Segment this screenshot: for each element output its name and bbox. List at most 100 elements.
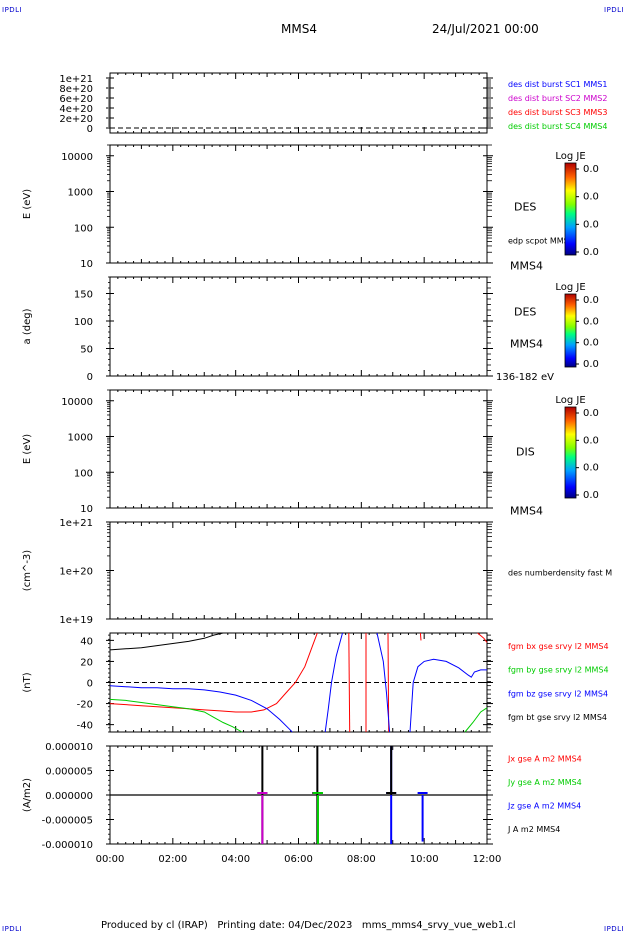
panel3-ytick-label: 50 — [80, 345, 93, 356]
panel3-ylabel: a (deg) — [22, 308, 33, 344]
panel6-series-line — [109, 685, 293, 733]
panel5-ytick-label: 1e+19 — [59, 615, 93, 626]
panel4-side-label: MMS4 — [510, 504, 543, 517]
panel7-xtick-label: 06:00 — [284, 854, 313, 865]
panel3-colorbar-tick-label: 0.0 — [583, 295, 599, 306]
panel2-ytick-label: 1000 — [68, 188, 93, 199]
panel6-series-line — [419, 632, 422, 641]
panel5-ytick-label: 1e+20 — [59, 567, 93, 578]
panel7-ytick-label: 0.000005 — [45, 767, 93, 778]
panel5-ylabel: (cm^-3) — [22, 550, 33, 591]
panel7-legend-entry: Jx gse A m2 MMS4 — [507, 755, 582, 764]
panel5-frame — [109, 521, 488, 620]
panel1-legend-entry: des dist burst SC3 MMS3 — [508, 108, 607, 117]
panel1-ytick-label: 0 — [87, 124, 93, 135]
corner-label-tl: IPDLI — [2, 6, 23, 14]
plot-date: 24/Jul/2021 00:00 — [432, 22, 539, 36]
panel7-ytick-label: 0.000010 — [45, 742, 93, 753]
panel3-side-label: 136-182 eV — [496, 372, 554, 383]
panel4-colorbar-title: Log JE — [555, 395, 585, 406]
panel4-ylabel: E (eV) — [22, 434, 33, 464]
panel6-series-line — [109, 632, 224, 651]
panel3-colorbar — [564, 293, 577, 368]
panel6-ytick-label: 40 — [80, 636, 93, 647]
panel3-side-label: DES — [514, 306, 536, 319]
panel3-side-label: MMS4 — [510, 337, 543, 350]
panel6-legend-entry: fgm by gse srvy l2 MMS4 — [508, 666, 609, 675]
panel3-ytick-label: 100 — [74, 317, 93, 328]
panel7-ytick-label: 0.000000 — [45, 791, 93, 802]
panel5-legend-entry: des numberdensity fast M — [508, 568, 612, 577]
panel3-colorbar-tick-label: 0.0 — [583, 359, 599, 370]
panel7-legend-entry: Jy gse A m2 MMS4 — [507, 778, 582, 787]
panel6-series-line — [348, 632, 351, 733]
panel7-ylabel: (A/m2) — [22, 778, 33, 812]
panel7-xtick-label: 04:00 — [221, 854, 250, 865]
footer-credits: Produced by cl (IRAP) Printing date: 04/… — [101, 920, 516, 931]
panel7-legend-entry: Jz gse A m2 MMS4 — [507, 802, 581, 811]
panel3-ytick-label: 0 — [87, 372, 93, 383]
panel6-ytick-label: 20 — [80, 657, 93, 668]
panel6-series-line — [109, 698, 243, 733]
panel5-ytick-label: 1e+21 — [59, 518, 93, 529]
panel7-xtick-label: 10:00 — [410, 854, 439, 865]
panel6-ytick-label: -20 — [77, 700, 93, 711]
panel4-colorbar-tick-label: 0.0 — [583, 408, 599, 419]
panel2-colorbar-tick-label: 0.0 — [583, 164, 599, 175]
corner-label-br: IPDLI — [604, 925, 625, 933]
panel6-ytick-label: -40 — [77, 721, 93, 732]
panel3-ytick-label: 150 — [74, 290, 93, 301]
panel6-series-line — [376, 632, 391, 733]
panel4-colorbar — [564, 406, 577, 499]
panel6-legend-entry: fgm bz gse srvy l2 MMS4 — [508, 689, 608, 698]
panel4-ytick-label: 1000 — [68, 433, 93, 444]
panel2-colorbar — [564, 162, 577, 256]
panel3-frame — [109, 276, 488, 377]
panel6-ylabel: (nT) — [22, 672, 33, 692]
panel6-legend-entry: fgm bt gse srvy l2 MMS4 — [508, 713, 607, 722]
panel7-legend-entry: J A m2 MMS4 — [507, 825, 560, 834]
panel6-series-line — [109, 632, 318, 713]
panel1-legend-entry: des dist burst SC2 MMS2 — [508, 94, 607, 103]
panel2-colorbar-title: Log JE — [555, 151, 585, 162]
panel1-ytick-label: 2e+20 — [59, 114, 93, 125]
panel4-colorbar-tick-label: 0.0 — [583, 490, 599, 501]
panel6-ytick-label: 0 — [87, 679, 93, 690]
corner-label-tr: IPDLI — [604, 6, 625, 14]
panel6-series-line — [477, 632, 488, 643]
panel2-ylabel: E (eV) — [22, 189, 33, 219]
panel2-side-label: MMS4 — [510, 259, 543, 272]
panel1-ytick-label: 4e+20 — [59, 104, 93, 115]
panel1-ytick-label: 1e+21 — [59, 74, 93, 85]
panel7-xtick-label: 02:00 — [158, 854, 187, 865]
panel6-series-line — [324, 632, 343, 733]
panel2-colorbar-tick-label: 0.0 — [583, 219, 599, 230]
panel7-ytick-label: -0.000005 — [42, 816, 93, 827]
panel6-series-line — [409, 658, 487, 733]
spacecraft-title: MMS4 — [281, 22, 317, 36]
panel3-colorbar-title: Log JE — [555, 282, 585, 293]
panel2-ytick-label: 100 — [74, 223, 93, 234]
panel7-ytick-label: -0.000010 — [42, 840, 93, 851]
panel1-legend-entry: des dist burst SC1 MMS1 — [508, 80, 607, 89]
panel2-ytick-label: 10000 — [61, 152, 93, 163]
panel2-side-label: DES — [514, 200, 536, 213]
corner-label-bl: IPDLI — [2, 925, 23, 933]
panel4-side-label: DIS — [516, 445, 535, 458]
panel1-legend-entry: des dist burst SC4 MMS4 — [508, 122, 607, 131]
panel4-ytick-label: 10000 — [61, 397, 93, 408]
panel2-side-label: edp scpot MMS4 — [508, 236, 574, 245]
panel4-colorbar-tick-label: 0.0 — [583, 435, 599, 446]
panel3-colorbar-tick-label: 0.0 — [583, 338, 599, 349]
panel1-ytick-label: 8e+20 — [59, 84, 93, 95]
panel2-colorbar-tick-label: 0.0 — [583, 192, 599, 203]
panel3-colorbar-tick-label: 0.0 — [583, 316, 599, 327]
panel1-ytick-label: 6e+20 — [59, 94, 93, 105]
panel6-legend-entry: fgm bx gse srvy l2 MMS4 — [508, 642, 609, 651]
panel2-ytick-label: 10 — [80, 259, 93, 270]
panel4-ytick-label: 10 — [80, 504, 93, 515]
panel4-frame — [109, 389, 488, 509]
panel2-frame — [109, 144, 488, 264]
panel6-series-line — [464, 707, 488, 733]
